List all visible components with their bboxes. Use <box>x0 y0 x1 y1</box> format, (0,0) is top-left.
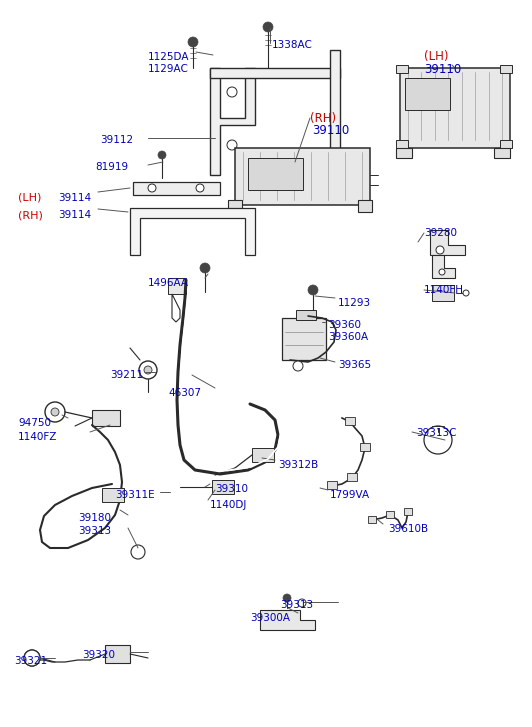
Text: 1496AA: 1496AA <box>148 278 189 288</box>
Circle shape <box>24 650 40 666</box>
Circle shape <box>45 402 65 422</box>
Bar <box>404 508 412 515</box>
Text: 1140FZ: 1140FZ <box>18 432 57 442</box>
Circle shape <box>424 426 452 454</box>
Text: 39311E: 39311E <box>115 490 155 500</box>
Circle shape <box>439 269 445 275</box>
Text: 1140FH: 1140FH <box>424 285 464 295</box>
Polygon shape <box>432 255 455 278</box>
Text: 39313C: 39313C <box>416 428 456 438</box>
Circle shape <box>463 290 469 296</box>
Text: 39114: 39114 <box>58 193 91 203</box>
Circle shape <box>227 140 237 150</box>
Bar <box>296 310 316 320</box>
Circle shape <box>139 361 157 379</box>
Text: (RH): (RH) <box>18 210 43 220</box>
Text: 39300A: 39300A <box>250 613 290 623</box>
Polygon shape <box>228 200 242 212</box>
Bar <box>212 480 234 494</box>
Text: 1125DA: 1125DA <box>148 52 189 62</box>
Polygon shape <box>130 208 255 255</box>
Polygon shape <box>210 68 340 78</box>
Circle shape <box>188 37 198 47</box>
Circle shape <box>131 545 145 559</box>
Circle shape <box>24 650 40 666</box>
Circle shape <box>308 285 318 295</box>
Text: 39610B: 39610B <box>388 524 428 534</box>
Circle shape <box>227 87 237 97</box>
Polygon shape <box>133 182 220 195</box>
Text: 39310: 39310 <box>215 484 248 494</box>
Text: 39312B: 39312B <box>278 460 318 470</box>
Text: 46307: 46307 <box>168 388 201 398</box>
Text: 1140DJ: 1140DJ <box>210 500 247 510</box>
Polygon shape <box>282 318 326 360</box>
Polygon shape <box>235 148 370 205</box>
Text: 39360A: 39360A <box>328 332 368 342</box>
Polygon shape <box>396 148 412 158</box>
Text: 1129AC: 1129AC <box>148 64 189 74</box>
Text: 39280: 39280 <box>424 228 457 238</box>
Text: 11293: 11293 <box>338 298 371 308</box>
Bar <box>92 410 120 426</box>
Text: 39320: 39320 <box>82 650 115 660</box>
Circle shape <box>144 366 152 374</box>
Text: 39180: 39180 <box>78 513 111 523</box>
Bar <box>345 417 355 425</box>
Text: 39112: 39112 <box>100 135 133 145</box>
Polygon shape <box>172 294 180 322</box>
Bar <box>360 443 370 451</box>
Bar <box>368 516 376 523</box>
Circle shape <box>293 361 303 371</box>
Polygon shape <box>260 610 315 630</box>
Bar <box>168 278 186 294</box>
Bar <box>396 140 408 148</box>
Bar <box>252 448 274 462</box>
Text: 39313: 39313 <box>280 600 313 610</box>
Bar <box>248 158 303 190</box>
Circle shape <box>283 594 291 602</box>
Text: 39211: 39211 <box>110 370 143 380</box>
Circle shape <box>51 408 59 416</box>
Bar <box>500 65 512 73</box>
Circle shape <box>200 263 210 273</box>
Circle shape <box>331 161 339 169</box>
Text: 39321: 39321 <box>14 656 47 666</box>
Bar <box>327 481 337 489</box>
Text: 81919: 81919 <box>95 162 128 172</box>
Bar <box>102 488 124 502</box>
Bar <box>347 473 357 481</box>
Text: 39360: 39360 <box>328 320 361 330</box>
Text: (LH): (LH) <box>18 193 41 203</box>
Polygon shape <box>494 148 510 158</box>
Text: 94750: 94750 <box>18 418 51 428</box>
Text: 1799VA: 1799VA <box>330 490 370 500</box>
Polygon shape <box>210 68 255 175</box>
Text: (RH): (RH) <box>310 112 336 125</box>
Circle shape <box>263 22 273 32</box>
Circle shape <box>436 246 444 254</box>
Bar <box>386 511 394 518</box>
Bar <box>405 78 450 110</box>
Circle shape <box>196 184 204 192</box>
Bar <box>396 65 408 73</box>
Circle shape <box>158 151 166 159</box>
Polygon shape <box>330 50 340 175</box>
Text: (LH): (LH) <box>424 50 448 63</box>
Circle shape <box>148 184 156 192</box>
Text: 39365: 39365 <box>338 360 371 370</box>
Text: 39110: 39110 <box>312 124 349 137</box>
Text: 39114: 39114 <box>58 210 91 220</box>
Text: 39313: 39313 <box>78 526 111 536</box>
Polygon shape <box>400 68 510 148</box>
Bar <box>432 285 454 301</box>
Polygon shape <box>358 200 372 212</box>
Bar <box>105 645 130 663</box>
Text: 1338AC: 1338AC <box>272 40 313 50</box>
Text: 39110: 39110 <box>424 63 461 76</box>
Bar <box>500 140 512 148</box>
Polygon shape <box>430 230 465 255</box>
Circle shape <box>298 599 306 607</box>
